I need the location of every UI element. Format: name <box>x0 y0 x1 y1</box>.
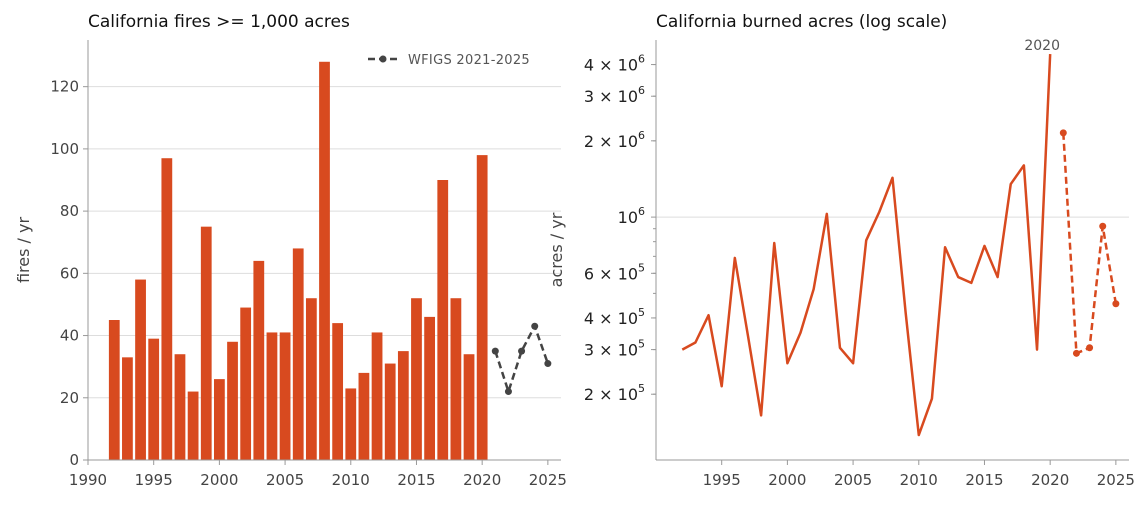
acres-recent-point <box>1086 344 1094 352</box>
y-tick-label: 100 <box>50 140 79 158</box>
acres-recent-line <box>1062 132 1118 356</box>
acres-recent-point <box>1112 300 1120 308</box>
x-tick-label: 2000 <box>200 471 238 489</box>
acres-lines <box>681 54 1120 437</box>
fires-chart-title: California fires >= 1,000 acres <box>88 12 350 32</box>
bar <box>345 388 357 460</box>
acres-recent-point <box>1059 129 1067 137</box>
bar <box>108 320 120 460</box>
x-tick-label: 2000 <box>768 471 806 489</box>
y-tick-label: 0 <box>69 451 79 469</box>
legend-label: WFIGS 2021-2025 <box>408 53 530 68</box>
bar <box>240 307 252 460</box>
fires-y-label: fires / yr <box>14 217 33 284</box>
y-tick-label: 120 <box>50 78 79 96</box>
bar <box>358 372 370 460</box>
acres-chart-title: California burned acres (log scale) <box>656 12 947 32</box>
bar <box>437 180 449 460</box>
bar <box>227 341 238 460</box>
acres-recent-point <box>1099 222 1107 230</box>
x-tick-label: 1995 <box>703 471 741 489</box>
bar <box>450 298 462 460</box>
x-tick-label: 2015 <box>397 471 435 489</box>
bar <box>200 226 212 460</box>
series-point <box>518 347 526 355</box>
wfigs-series <box>491 322 552 396</box>
x-tick-label: 2025 <box>1097 471 1135 489</box>
bar <box>253 260 265 460</box>
bar <box>463 354 475 460</box>
x-tick-label: 2005 <box>266 471 304 489</box>
y-tick-label: 60 <box>60 264 79 282</box>
fires-bars <box>108 61 488 461</box>
bar <box>305 298 317 460</box>
bar <box>161 158 173 460</box>
fires-chart: California fires >= 1,000 acres 0 20 40 60 8… <box>14 12 567 489</box>
acres-line <box>681 54 1052 437</box>
bar <box>174 354 186 460</box>
x-tick-label: 2010 <box>332 471 370 489</box>
y-tick-label: 106 <box>618 205 645 227</box>
acres-x-ticks: 1995 2000 2005 2010 2015 2020 2025 <box>703 460 1135 489</box>
bar <box>148 338 160 460</box>
acres-y-ticks: 2 × 105 3 × 105 4 × 105 6 × 105 106 2 × 106 3 … <box>584 53 656 404</box>
bar <box>319 61 330 461</box>
bar <box>384 363 396 460</box>
bar <box>424 316 435 460</box>
series-point <box>491 347 499 355</box>
bar <box>279 332 291 460</box>
series-point <box>531 322 539 330</box>
bar <box>122 357 133 460</box>
bar <box>397 351 409 460</box>
peak-year-annotation: 2020 <box>1024 38 1060 54</box>
x-tick-label: 2015 <box>965 471 1003 489</box>
acres-recent-point <box>1072 349 1080 357</box>
y-tick-label: 40 <box>60 327 79 345</box>
bar <box>371 332 383 460</box>
y-tick-label: 2 × 105 <box>584 382 645 404</box>
y-tick-label: 3 × 106 <box>584 84 645 106</box>
acres-y-label: acres / yr <box>547 212 566 287</box>
y-tick-label: 3 × 105 <box>584 338 645 360</box>
series-point <box>504 388 512 396</box>
series-point <box>544 360 552 368</box>
fires-legend: WFIGS 2021-2025 <box>368 53 530 68</box>
x-tick-label: 1990 <box>69 471 107 489</box>
bar <box>214 379 225 460</box>
legend-marker <box>379 55 387 63</box>
x-tick-label: 2010 <box>900 471 938 489</box>
fires-x-ticks: 1990 1995 2000 2005 2010 2015 2020 2025 <box>69 460 567 489</box>
series-line <box>494 323 550 396</box>
y-tick-label: 20 <box>60 389 79 407</box>
y-tick-label: 4 × 105 <box>584 306 645 328</box>
bar <box>187 391 199 460</box>
x-tick-label: 2020 <box>463 471 501 489</box>
x-tick-label: 2025 <box>529 471 567 489</box>
fires-y-ticks: 0 20 40 60 80 100 120 <box>50 78 88 469</box>
acres-chart: California burned acres (log scale) 2 × … <box>547 12 1135 489</box>
y-tick-label: 80 <box>60 202 79 220</box>
x-tick-label: 1995 <box>135 471 173 489</box>
y-tick-label: 6 × 105 <box>584 261 645 283</box>
bar <box>292 248 304 460</box>
y-tick-label: 4 × 106 <box>584 53 645 75</box>
x-tick-label: 2020 <box>1031 471 1069 489</box>
bar <box>266 332 278 460</box>
bar <box>332 323 344 460</box>
x-tick-label: 2005 <box>834 471 872 489</box>
bar <box>135 279 146 460</box>
bar <box>476 155 488 460</box>
y-tick-label: 2 × 106 <box>584 129 645 151</box>
bar <box>411 298 422 460</box>
